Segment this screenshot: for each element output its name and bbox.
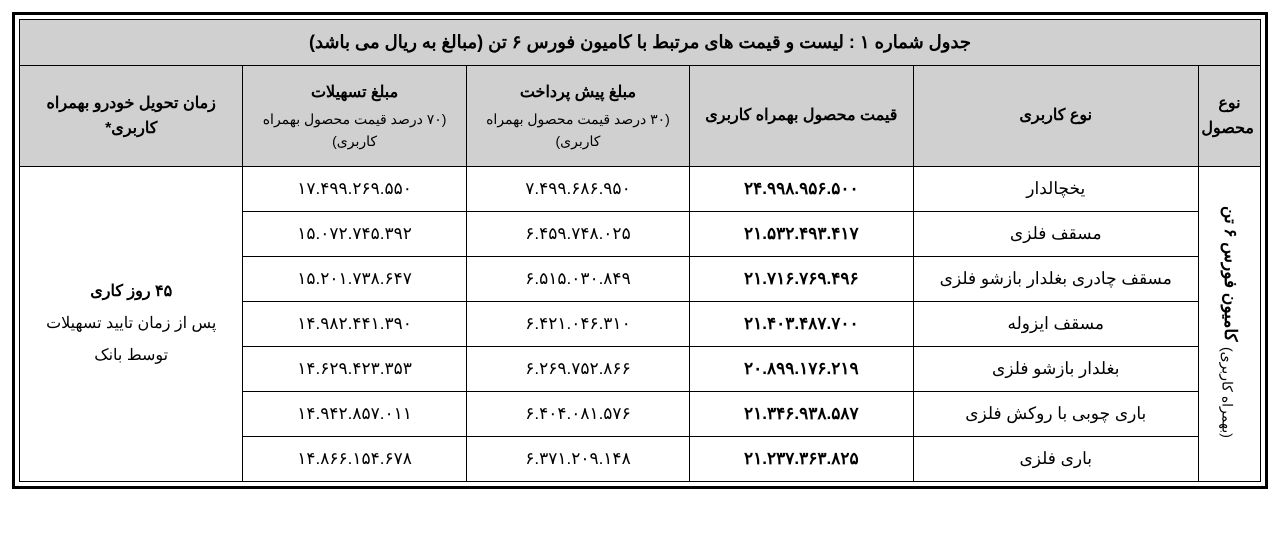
delivery-main: ۴۵ روز کاری: [28, 276, 234, 308]
prepay-cell: ۶.۳۷۱.۲۰۹.۱۴۸: [466, 437, 689, 482]
table-title-row: جدول شماره ۱ : لیست و قیمت های مرتبط با …: [20, 20, 1261, 66]
col-usage: نوع کاربری: [913, 66, 1198, 167]
product-name: کامیون فورس ۶ تن: [1214, 206, 1245, 342]
col-loan-main: مبلغ تسهیلات: [311, 84, 398, 101]
loan-cell: ۱۷.۴۹۹.۲۶۹.۵۵۰: [243, 167, 466, 212]
table-body: کامیون فورس ۶ تن (بهمراه کاربری) یخچالدا…: [20, 167, 1261, 482]
prepay-cell: ۶.۴۰۴.۰۸۱.۵۷۶: [466, 392, 689, 437]
prepay-cell: ۶.۴۲۱.۰۴۶.۳۱۰: [466, 302, 689, 347]
col-loan-sub: (۷۰ درصد قیمت محصول بهمراه کاربری): [249, 108, 459, 153]
col-price: قیمت محصول بهمراه کاربری: [690, 66, 913, 167]
product-sub: (بهمراه کاربری): [1219, 347, 1235, 438]
table-wrapper: جدول شماره ۱ : لیست و قیمت های مرتبط با …: [12, 12, 1268, 489]
product-cell: کامیون فورس ۶ تن (بهمراه کاربری): [1198, 167, 1260, 482]
price-cell: ۲۱.۴۰۳.۴۸۷.۷۰۰: [690, 302, 913, 347]
price-cell: ۲۴.۹۹۸.۹۵۶.۵۰۰: [690, 167, 913, 212]
prepay-cell: ۶.۵۱۵.۰۳۰.۸۴۹: [466, 257, 689, 302]
prepay-cell: ۷.۴۹۹.۶۸۶.۹۵۰: [466, 167, 689, 212]
loan-cell: ۱۴.۹۸۲.۴۴۱.۳۹۰: [243, 302, 466, 347]
price-cell: ۲۱.۷۱۶.۷۶۹.۴۹۶: [690, 257, 913, 302]
col-prepay-sub: (۳۰ درصد قیمت محصول بهمراه کاربری): [473, 108, 683, 153]
usage-cell: مسقف چادری بغلدار بازشو فلزی: [913, 257, 1198, 302]
usage-cell: مسقف فلزی: [913, 212, 1198, 257]
prepay-cell: ۶.۲۶۹.۷۵۲.۸۶۶: [466, 347, 689, 392]
col-loan: مبلغ تسهیلات (۷۰ درصد قیمت محصول بهمراه …: [243, 66, 466, 167]
usage-cell: باری فلزی: [913, 437, 1198, 482]
price-cell: ۲۱.۵۳۲.۴۹۳.۴۱۷: [690, 212, 913, 257]
loan-cell: ۱۴.۸۶۶.۱۵۴.۶۷۸: [243, 437, 466, 482]
table-header-row: نوع محصول نوع کاربری قیمت محصول بهمراه ک…: [20, 66, 1261, 167]
usage-cell: بغلدار بازشو فلزی: [913, 347, 1198, 392]
loan-cell: ۱۴.۹۴۲.۸۵۷.۰۱۱: [243, 392, 466, 437]
usage-cell: باری چوبی با روکش فلزی: [913, 392, 1198, 437]
table-title: جدول شماره ۱ : لیست و قیمت های مرتبط با …: [20, 20, 1261, 66]
col-prepay-main: مبلغ پیش پرداخت: [520, 84, 636, 101]
table-row: کامیون فورس ۶ تن (بهمراه کاربری) یخچالدا…: [20, 167, 1261, 212]
price-cell: ۲۱.۳۴۶.۹۳۸.۵۸۷: [690, 392, 913, 437]
usage-cell: مسقف ایزوله: [913, 302, 1198, 347]
price-cell: ۲۱.۲۳۷.۳۶۳.۸۲۵: [690, 437, 913, 482]
loan-cell: ۱۴.۶۲۹.۴۲۳.۳۵۳: [243, 347, 466, 392]
usage-cell: یخچالدار: [913, 167, 1198, 212]
delivery-cell: ۴۵ روز کاری پس از زمان تایید تسهیلات توس…: [20, 167, 243, 482]
delivery-sub: پس از زمان تایید تسهیلات توسط بانک: [28, 308, 234, 372]
col-prepay: مبلغ پیش پرداخت (۳۰ درصد قیمت محصول بهمر…: [466, 66, 689, 167]
prepay-cell: ۶.۴۵۹.۷۴۸.۰۲۵: [466, 212, 689, 257]
loan-cell: ۱۵.۲۰۱.۷۳۸.۶۴۷: [243, 257, 466, 302]
price-cell: ۲۰.۸۹۹.۱۷۶.۲۱۹: [690, 347, 913, 392]
col-delivery: زمان تحویل خودرو بهمراه کاربری*: [20, 66, 243, 167]
col-product: نوع محصول: [1198, 66, 1260, 167]
loan-cell: ۱۵.۰۷۲.۷۴۵.۳۹۲: [243, 212, 466, 257]
price-table: جدول شماره ۱ : لیست و قیمت های مرتبط با …: [19, 19, 1261, 482]
